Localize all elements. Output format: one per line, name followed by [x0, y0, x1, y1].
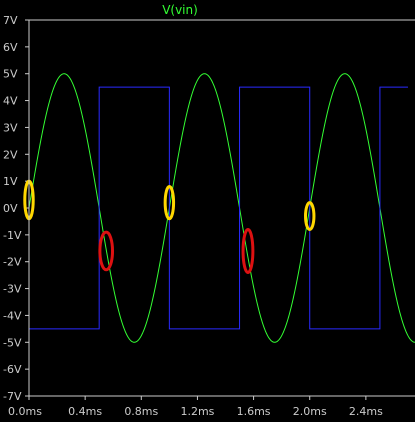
x-tick-label: 2.0ms — [293, 405, 327, 418]
y-tick-label: 7V — [3, 14, 18, 27]
chart-title: V(vin) — [162, 3, 198, 17]
y-tick-label: 2V — [3, 148, 18, 161]
y-tick-label: -3V — [3, 283, 22, 296]
yellow-circle-2 — [163, 185, 176, 221]
y-tick-label: 5V — [3, 68, 18, 81]
yellow-circle-3 — [304, 201, 316, 231]
y-tick-label: -2V — [3, 256, 22, 269]
y-tick-label: 0V — [3, 202, 18, 215]
y-tick-label: 3V — [3, 121, 18, 134]
y-tick-label: -1V — [3, 229, 22, 242]
y-tick-label: -6V — [3, 363, 22, 376]
x-tick-label: 0.4ms — [68, 405, 102, 418]
y-tick-label: -7V — [3, 390, 22, 403]
series-square-line — [29, 86, 408, 330]
x-tick-label: 0.0ms — [8, 405, 42, 418]
x-axis-ticks: 0.0ms 0.4ms 0.8ms 1.2ms 1.6ms 2.0ms 2.4ms — [8, 396, 383, 418]
x-tick-label: 2.4ms — [349, 405, 383, 418]
series-layer — [28, 73, 415, 343]
x-tick-label: 1.6ms — [237, 405, 271, 418]
y-tick-label: 4V — [3, 95, 18, 108]
red-circle-1 — [98, 230, 115, 272]
y-tick-label: 6V — [3, 41, 18, 54]
y-tick-label: -5V — [3, 336, 22, 349]
y-tick-label: 1V — [3, 175, 18, 188]
x-tick-label: 1.2ms — [180, 405, 214, 418]
red-circle-2 — [241, 227, 255, 274]
y-axis-ticks: 7V 6V 5V 4V 3V 2V 1V 0V -1V -2V -3V -4V -5V -6V -7V — [3, 14, 29, 403]
series-sine-line — [28, 73, 415, 343]
x-tick-label: 0.8ms — [124, 405, 158, 418]
y-tick-label: -4V — [3, 309, 22, 322]
